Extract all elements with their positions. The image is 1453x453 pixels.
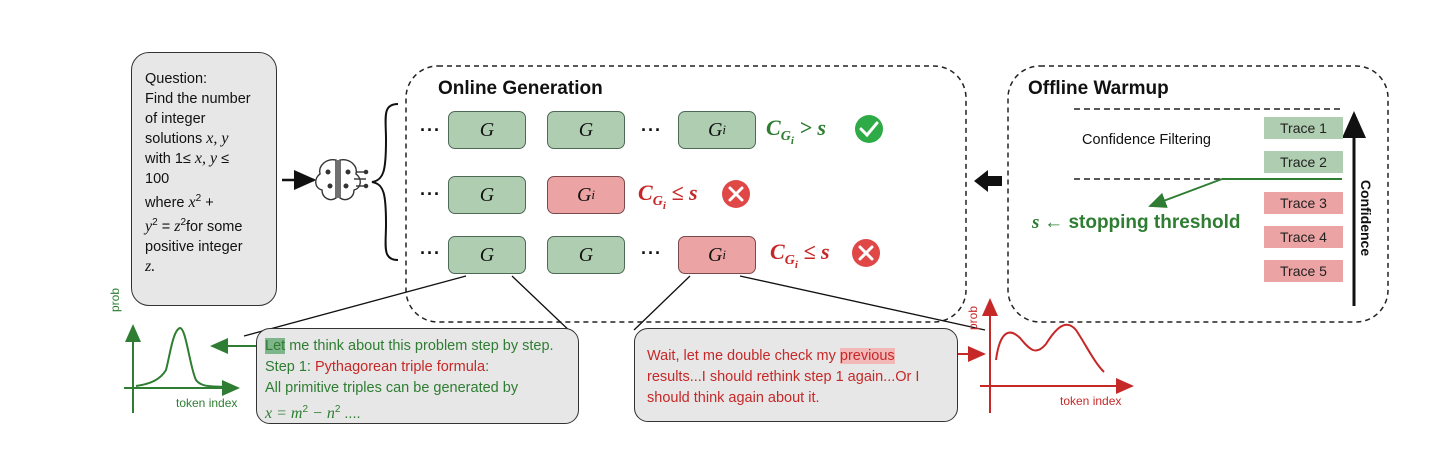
generation-step-box: G — [547, 236, 625, 274]
question-line: Find the number — [145, 91, 251, 107]
right-plot-ylabel: prob — [966, 305, 980, 330]
left-plot-ylabel: prob — [108, 287, 122, 312]
question-label: Question: — [145, 71, 208, 87]
online-generation-title: Online Generation — [438, 78, 603, 99]
trace-kept: Trace 1 — [1264, 117, 1343, 139]
question-line: where x2 + — [145, 193, 214, 211]
trace-kept: Trace 2 — [1264, 151, 1343, 173]
generation-step-box: G — [448, 236, 526, 274]
online-generation-frame — [405, 65, 967, 323]
confident-trace-bubble: Let me think about this problem step by … — [256, 328, 579, 424]
question-line: with 1≤ x, y ≤ — [145, 150, 230, 167]
ellipsis: ··· — [420, 243, 441, 263]
trace-filtered: Trace 3 — [1264, 192, 1343, 214]
left-probability-plot — [124, 324, 240, 413]
question-line: y2 = z2for some — [145, 216, 243, 235]
generation-step-box: G — [448, 176, 526, 214]
confidence-filtering-label: Confidence Filtering — [1082, 132, 1211, 148]
token-highlight: Let — [265, 338, 286, 354]
cross-circle-icon — [722, 180, 750, 208]
question-line: 100 — [145, 171, 170, 187]
uncertain-trace-bubble: Wait, let me double check my previous re… — [634, 328, 958, 422]
generation-step-box: G — [547, 111, 625, 149]
left-plot-xlabel: token index — [176, 396, 238, 410]
threshold-pointer-arrow — [1148, 178, 1223, 208]
question-panel: Question: Find the number of integer sol… — [131, 52, 277, 306]
trace-filtered: Trace 4 — [1264, 226, 1343, 248]
ellipsis: ··· — [420, 120, 441, 140]
zoom-line-right-b — [739, 275, 986, 331]
confidence-axis-label: Confidence — [1358, 179, 1374, 257]
offline-warmup-title: Offline Warmup — [1028, 78, 1169, 99]
zoom-line-left-b — [511, 275, 576, 337]
ellipsis: ··· — [641, 120, 662, 140]
question-line: z. — [145, 257, 156, 275]
right-plot-xlabel: token index — [1060, 394, 1122, 408]
formula: x = m2 − n2 .... — [265, 404, 361, 422]
ellipsis: ··· — [641, 243, 662, 263]
check-circle-icon — [855, 115, 883, 143]
warmup-to-online-arrow — [974, 170, 1002, 192]
question-line: solutions x, y — [145, 130, 229, 147]
ellipsis: ··· — [420, 184, 441, 204]
stopping-threshold-label: s ← stopping threshold — [1032, 212, 1241, 233]
confidence-condition-pass: CGi > s — [766, 115, 826, 148]
cross-circle-icon — [852, 239, 880, 267]
zoom-line-right-a — [633, 275, 691, 331]
branching-brace — [371, 103, 399, 261]
brain-model-icon — [315, 159, 369, 201]
zoom-line-left-a — [243, 275, 467, 337]
confidence-condition-fail: CGi ≤ s — [770, 239, 830, 272]
question-line: of integer — [145, 111, 206, 127]
generation-step-box: G — [448, 111, 526, 149]
right-probability-plot — [980, 298, 1134, 413]
trace-filtered: Trace 5 — [1264, 260, 1343, 282]
confidence-condition-fail: CGi ≤ s — [638, 180, 698, 213]
offline-warmup-frame — [1007, 65, 1389, 323]
question-line: positive integer — [145, 238, 243, 255]
token-highlight: previous — [839, 348, 895, 364]
